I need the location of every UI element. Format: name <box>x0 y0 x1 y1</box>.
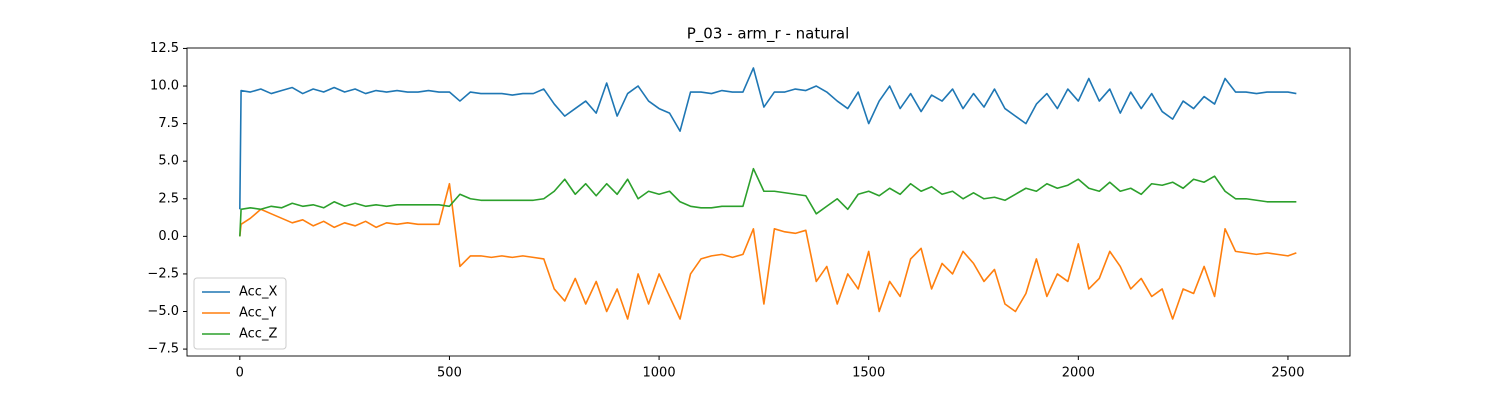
y-tick-label: −7.5 <box>147 342 179 357</box>
x-tick-label: 0 <box>236 366 244 381</box>
legend-box <box>193 277 287 350</box>
y-tick-label: 12.5 <box>150 41 179 56</box>
y-tick-label: −2.5 <box>147 266 179 281</box>
y-tick-label: −5.0 <box>147 304 179 319</box>
y-tick-label: 0.0 <box>158 229 179 244</box>
legend-label: Acc_Z <box>239 327 277 342</box>
x-tick-label: 2500 <box>1271 366 1304 381</box>
x-tick-label: 1500 <box>852 366 885 381</box>
line <box>239 167 1297 237</box>
y-tick-label: 2.5 <box>158 191 179 206</box>
plot-frame <box>186 47 1351 357</box>
x-tick-label: 2000 <box>1062 366 1095 381</box>
chart-title: P_03 - arm_r - natural <box>687 25 850 44</box>
line <box>239 67 1297 210</box>
y-tick-label: 7.5 <box>158 116 179 131</box>
x-tick-label: 1000 <box>643 366 676 381</box>
legend-label: Acc_Y <box>239 306 276 321</box>
y-tick-label: 10.0 <box>150 79 179 94</box>
line <box>239 182 1297 320</box>
y-tick-label: 5.0 <box>158 154 179 169</box>
x-tick-label: 500 <box>437 366 462 381</box>
legend-label: Acc_X <box>239 285 277 300</box>
